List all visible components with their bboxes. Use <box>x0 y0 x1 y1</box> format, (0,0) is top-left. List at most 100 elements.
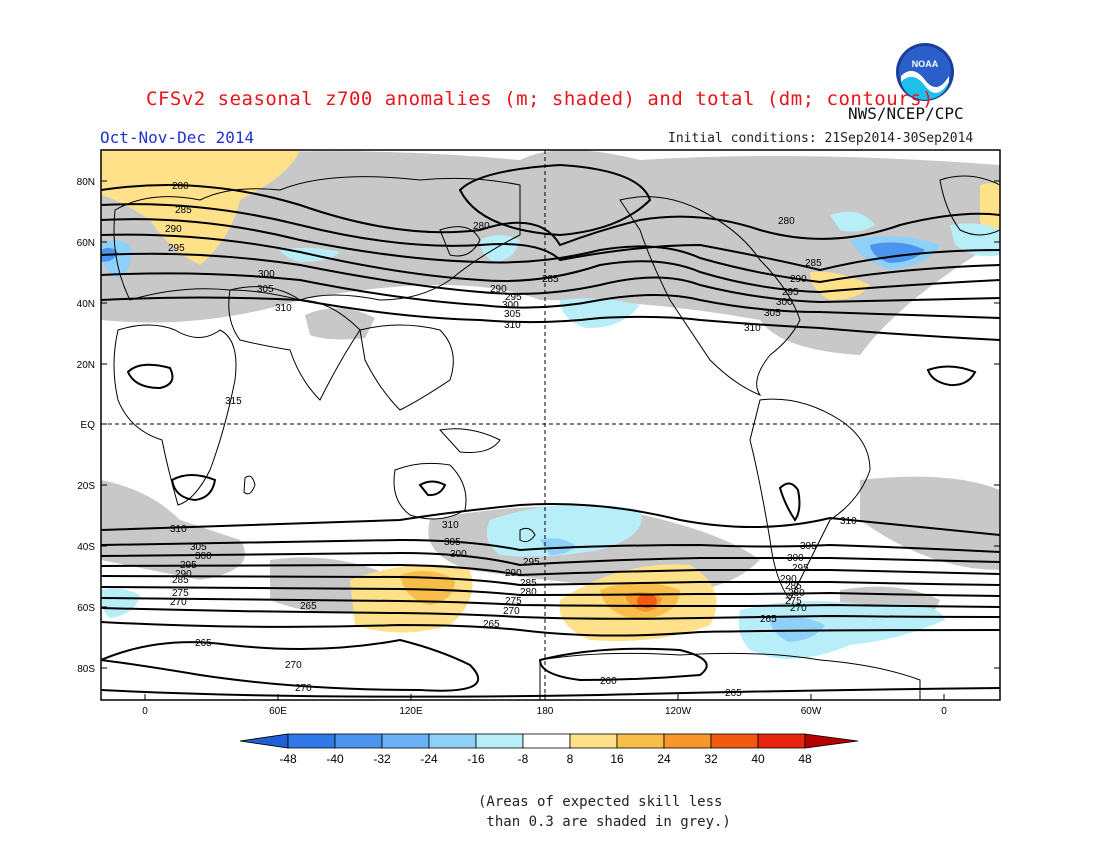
contour-label: 280 <box>788 588 805 599</box>
lon-tick-label: 0 <box>142 706 148 717</box>
chart-title: CFSv2 seasonal z700 anomalies (m; shaded… <box>146 88 934 110</box>
lon-tick-label: 120E <box>399 706 423 717</box>
contour-label: 305 <box>764 308 781 319</box>
lat-tick-label: 80S <box>77 664 95 675</box>
contour-label: 285 <box>805 258 822 269</box>
contour-label: 280 <box>778 216 795 227</box>
colorbar-segment <box>239 733 289 749</box>
colorbar-label: 48 <box>798 752 812 766</box>
contour-label: 300 <box>502 300 519 311</box>
contour-label: 290 <box>165 224 182 235</box>
lat-tick-label: 20N <box>77 360 95 371</box>
contour-label: 275 <box>785 596 802 607</box>
lon-tick-label: 120W <box>665 706 692 717</box>
negative-anomaly-region <box>486 504 642 557</box>
contour-label: 270 <box>503 606 520 617</box>
contour-label: 280 <box>473 221 490 232</box>
initial-conditions-label: Initial conditions: 21Sep2014-30Sep2014 <box>668 131 974 146</box>
negative-anomaly-region <box>101 588 140 618</box>
contour-label: 300 <box>450 549 467 560</box>
contour-labels-north: 280 285 290 295 300 305 310 280 285 290 … <box>165 181 822 407</box>
contour-label: 310 <box>744 323 761 334</box>
contour-label: 290 <box>175 569 192 580</box>
contour-label: 270 <box>285 660 302 671</box>
tick-marks <box>101 180 1000 700</box>
noaa-logo: NOAA <box>896 43 954 101</box>
negative-anomaly-region <box>770 616 825 642</box>
map-frame <box>100 149 1001 701</box>
lat-tick-label: 80N <box>77 177 95 188</box>
colorbar-segment <box>522 733 571 749</box>
colorbar-label: -40 <box>326 752 344 766</box>
contour-label: 270 <box>170 597 187 608</box>
colorbar-segment <box>475 733 524 749</box>
lon-tick-label: 60E <box>269 706 287 717</box>
negative-anomaly-region <box>480 235 520 262</box>
contour-label: 295 <box>168 243 185 254</box>
colorbar-segment <box>381 733 430 749</box>
colorbar-label: 24 <box>657 752 671 766</box>
land-outlines <box>113 175 1000 700</box>
contour-label: 310 <box>275 303 292 314</box>
contour-label: 265 <box>725 688 742 699</box>
contour-label: 265 <box>760 614 777 625</box>
lat-tick-label: EQ <box>81 420 96 431</box>
organization-label: NWS/NCEP/CPC <box>848 104 964 123</box>
positive-anomaly-region <box>810 271 870 300</box>
colorbar-labels: -48 -40 -32 -24 -16 -8 8 16 24 32 40 48 <box>279 752 812 766</box>
contour-label: 295 <box>180 560 197 571</box>
contour-label: 295 <box>792 563 809 574</box>
colorbar-segment <box>710 733 759 749</box>
negative-anomaly-region <box>540 538 575 555</box>
contour-label: 265 <box>483 619 500 630</box>
contour-label: 285 <box>785 581 802 592</box>
contour-label: 265 <box>195 638 212 649</box>
contour-label: 300 <box>787 553 804 564</box>
colorbar-segment <box>428 733 477 749</box>
lat-tick-label: 60S <box>77 603 95 614</box>
contour-label: 305 <box>257 284 274 295</box>
colorbar-label: -48 <box>279 752 297 766</box>
contour-label: 310 <box>170 524 187 535</box>
lat-tick-label: 60N <box>77 238 95 249</box>
negative-anomaly-region <box>830 211 875 232</box>
colorbar-label: 8 <box>567 752 574 766</box>
colorbar-label: -8 <box>518 752 529 766</box>
season-label: Oct-Nov-Dec 2014 <box>100 128 255 147</box>
contour-label: 310 <box>504 320 521 331</box>
colorbar-label: 32 <box>704 752 718 766</box>
contour-label: 300 <box>776 297 793 308</box>
colorbar-label: -16 <box>467 752 485 766</box>
contour-label: 280 <box>172 181 189 192</box>
lat-tick-label: 20S <box>77 481 95 492</box>
colorbar-segment <box>334 733 383 749</box>
colorbar <box>239 733 859 749</box>
lon-tick-label: 60W <box>801 706 822 717</box>
colorbar-label: 16 <box>610 752 624 766</box>
contour-label: 285 <box>542 274 559 285</box>
contour-label: 290 <box>505 568 522 579</box>
map-area: 280 285 290 295 300 305 310 280 285 290 … <box>101 150 1000 700</box>
svg-text:NOAA: NOAA <box>912 59 939 69</box>
positive-anomaly-core <box>637 594 657 608</box>
contour-label: 275 <box>505 596 522 607</box>
contour-label: 260 <box>600 676 617 687</box>
contour-label: 285 <box>520 578 537 589</box>
contour-label: 305 <box>800 541 817 552</box>
skill-note: (Areas of expected skill less than 0.3 a… <box>478 794 731 830</box>
latitude-labels: 80N 60N 40N 20N EQ 20S 40S 60S 80S <box>77 177 96 675</box>
colorbar-segment <box>757 733 806 749</box>
colorbar-segment <box>569 733 618 749</box>
contour-label: 295 <box>782 287 799 298</box>
contour-label: 315 <box>225 396 242 407</box>
colorbar-segment <box>804 733 859 749</box>
contour-label: 290 <box>490 284 507 295</box>
contour-label: 310 <box>840 516 857 527</box>
contour-label: 290 <box>780 574 797 585</box>
contour-label: 275 <box>172 588 189 599</box>
lon-tick-label: 180 <box>537 706 554 717</box>
lat-tick-label: 40S <box>77 542 95 553</box>
contour-label: 310 <box>442 520 459 531</box>
contour-label: 300 <box>195 551 212 562</box>
contour-label: 300 <box>258 269 275 280</box>
